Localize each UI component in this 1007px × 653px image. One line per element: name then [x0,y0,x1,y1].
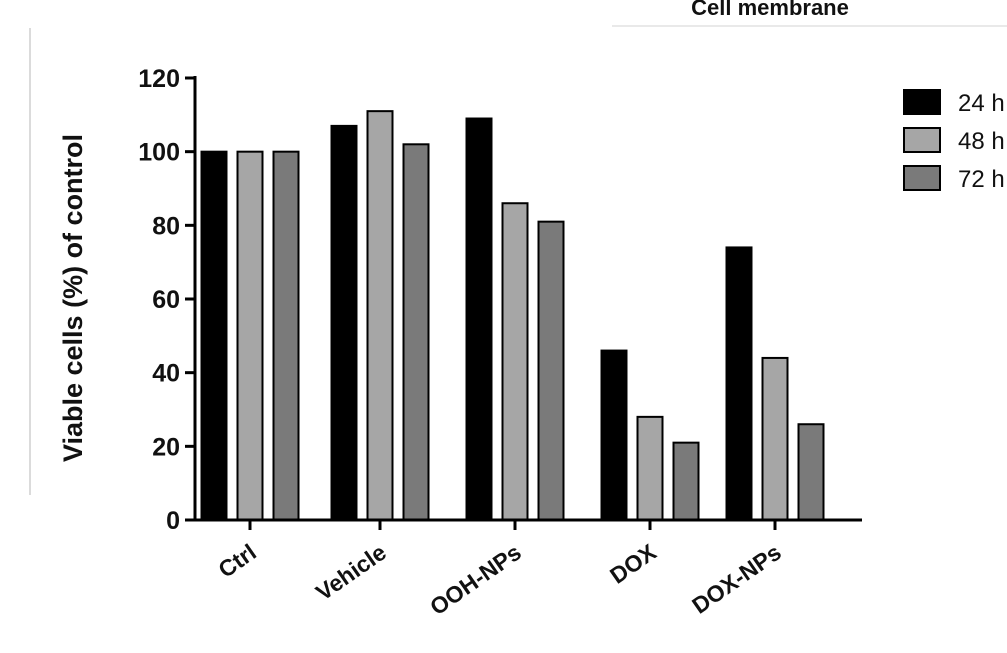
x-tick-label-2: OOH-NPs [425,539,526,620]
y-tick-label-0: 0 [166,507,180,535]
legend-label-0: 24 h [958,90,1005,117]
bar-24h-2 [465,117,493,522]
legend-swatch-1 [903,127,941,153]
bar-72h-4 [797,423,825,522]
bar-48h-1 [366,110,394,522]
y-tick-label-80: 80 [152,212,180,240]
bar-24h-0 [200,150,228,522]
plot-area: 0 20 40 60 80 100 120 Ctrl Vehicle OOH-NPs DOX DOX-… [138,65,862,620]
bar-72h-1 [402,143,430,522]
bar-24h-1 [330,124,358,521]
x-tick-label-1: Vehicle [311,539,391,606]
chart-title: Cell membrane [691,0,849,20]
x-tick-label-0: Ctrl [213,539,260,583]
y-axis-label: Viable cells (%) of control [58,134,88,462]
bar-48h-4 [761,356,789,521]
y-tick-label-120: 120 [138,65,180,93]
legend-swatch-2 [903,165,941,191]
bar-72h-3 [672,441,700,521]
bar-72h-0 [272,150,300,522]
bar-48h-2 [501,202,529,521]
legend-label-2: 72 h [958,166,1005,193]
legend-label-1: 48 h [958,128,1005,155]
bar-48h-0 [236,150,264,522]
y-tick-label-20: 20 [152,433,180,461]
bar-24h-3 [600,349,628,522]
y-tick-label-60: 60 [152,286,180,314]
y-tick-label-40: 40 [152,360,180,388]
y-tick-label-100: 100 [138,139,180,167]
x-tick-label-3: DOX [605,538,661,588]
bar-48h-3 [636,415,664,521]
x-tick-label-4: DOX-NPs [687,539,786,619]
legend-swatch-0 [903,89,941,115]
bar-24h-4 [725,246,753,522]
bar-72h-2 [537,220,565,521]
legend: 24 h 48 h 72 h [903,89,1005,193]
